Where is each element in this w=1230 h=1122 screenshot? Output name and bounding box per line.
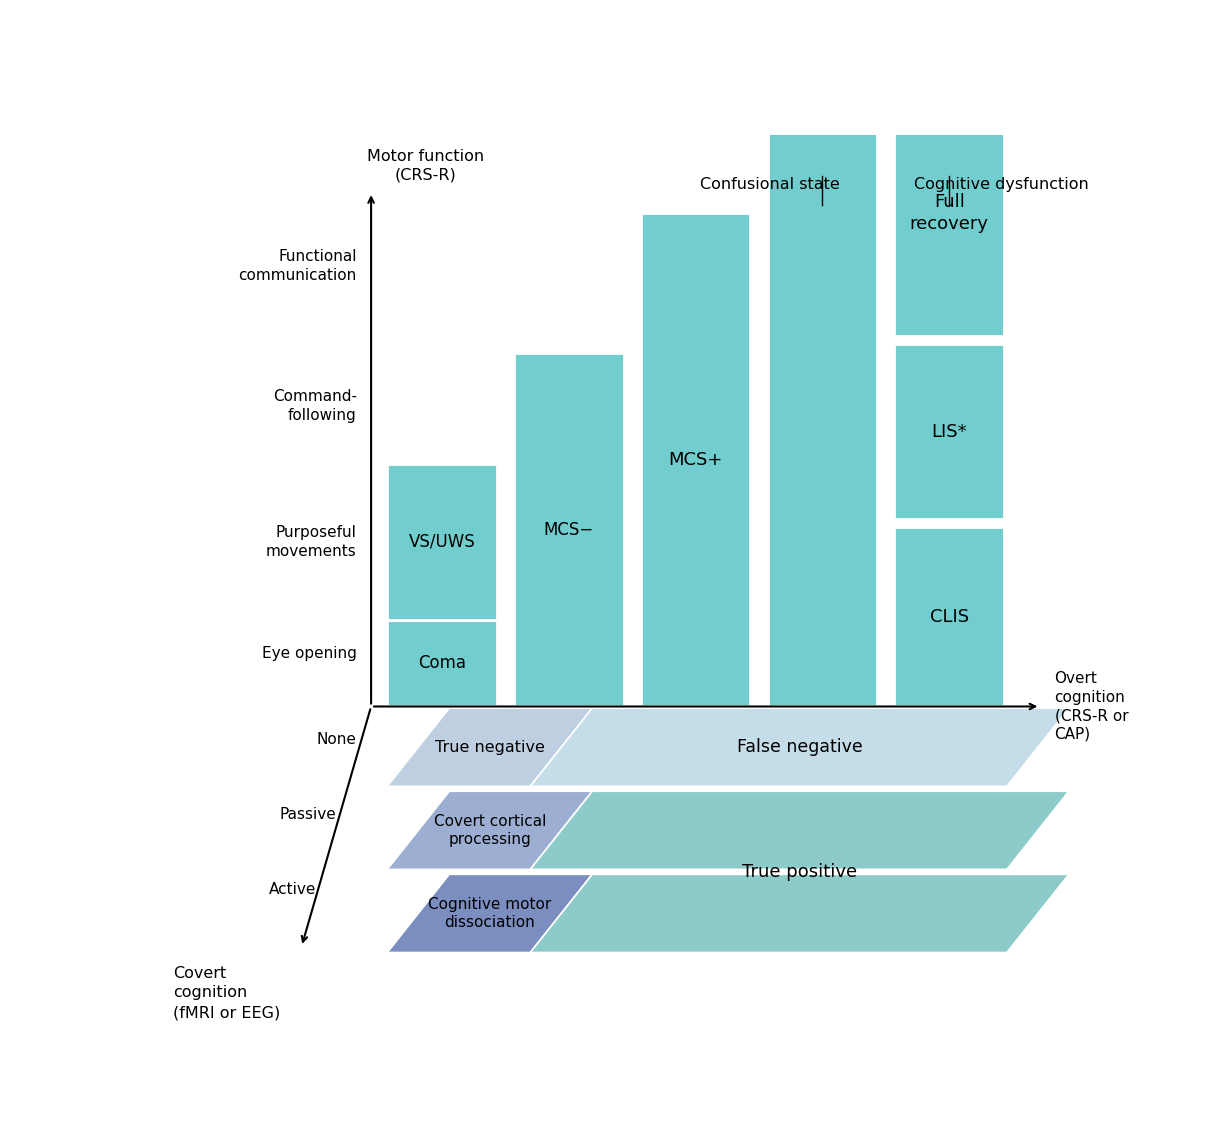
Text: LIS*: LIS* — [931, 423, 967, 441]
Text: Coma: Coma — [418, 654, 466, 672]
Text: True negative: True negative — [435, 739, 545, 755]
Text: Cognitive motor
dissociation: Cognitive motor dissociation — [428, 896, 551, 930]
Polygon shape — [387, 874, 593, 953]
Bar — [894, 344, 1004, 518]
Text: Cognitive dysfunction: Cognitive dysfunction — [914, 177, 1089, 192]
Polygon shape — [387, 708, 593, 787]
Text: Motor function
(CRS-R): Motor function (CRS-R) — [367, 149, 483, 183]
Text: Confusional state: Confusional state — [700, 177, 840, 192]
Polygon shape — [530, 874, 1069, 953]
Text: VS/UWS: VS/UWS — [408, 533, 476, 551]
Text: MCS−: MCS− — [544, 521, 594, 539]
Bar — [894, 527, 1004, 707]
Bar — [894, 90, 1004, 337]
Polygon shape — [530, 708, 1069, 787]
Text: Full
recovery: Full recovery — [910, 193, 989, 233]
Text: Purposeful
movements: Purposeful movements — [266, 525, 357, 559]
Text: Overt
cognition
(CRS-R or
CAP): Overt cognition (CRS-R or CAP) — [1054, 671, 1128, 742]
Text: Passive: Passive — [279, 807, 336, 821]
Bar — [387, 463, 497, 620]
Text: Covert cortical
processing: Covert cortical processing — [434, 813, 546, 847]
Polygon shape — [387, 791, 593, 870]
Text: None: None — [317, 732, 357, 747]
Text: Eye opening: Eye opening — [262, 645, 357, 661]
Bar — [641, 213, 750, 707]
Bar — [768, 90, 877, 707]
Text: False negative: False negative — [737, 738, 862, 756]
Text: CLIS: CLIS — [930, 608, 969, 626]
Bar — [514, 352, 624, 707]
Polygon shape — [530, 791, 1069, 870]
Text: Functional
communication: Functional communication — [239, 249, 357, 283]
Text: Active: Active — [268, 882, 316, 896]
Text: Covert
cognition
(fMRI or EEG): Covert cognition (fMRI or EEG) — [172, 966, 280, 1020]
Text: MCS+: MCS+ — [668, 451, 723, 469]
Text: True positive: True positive — [742, 863, 857, 881]
Bar — [387, 620, 497, 707]
Text: Command-
following: Command- following — [273, 389, 357, 423]
